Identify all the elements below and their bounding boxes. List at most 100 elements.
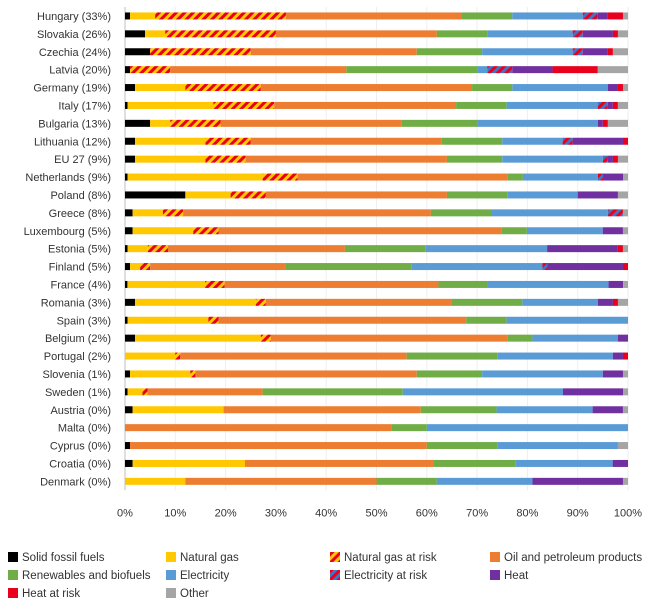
bar-segment [125,477,186,485]
bar-segment [622,137,628,145]
bar-segment [406,352,498,360]
category-label: Austria (0%) [50,405,111,417]
bar-segment [597,298,613,306]
bar-segment [502,155,603,163]
bar-segment [622,173,628,181]
bar-segment [147,388,263,396]
bar-segment [622,84,628,92]
bar-segment [607,101,613,109]
x-tick-label: 0% [117,507,133,519]
bar-segment [507,173,523,181]
bar-segment [617,191,628,199]
bar-segment [552,66,598,74]
bar-segment [132,406,224,414]
bar-segment [125,280,128,288]
bar-segment [127,101,214,109]
bar-segment [125,442,131,450]
bar-segment [127,388,143,396]
bar-segment [607,48,613,56]
category-label: Hungary (33%) [37,11,111,23]
bar-segment [147,245,168,253]
bar-segment [145,30,166,38]
bar-segment [125,352,176,360]
bar-segment [622,370,628,378]
bar-segment [190,370,196,378]
bar-segment [275,30,437,38]
bar-segment [135,84,186,92]
bar-segment [446,191,508,199]
bar-segment [497,352,613,360]
bar-segment [436,30,488,38]
bar-segment [482,370,603,378]
bar-segment [135,298,256,306]
bar-segment [487,30,573,38]
bar-segment [607,12,623,20]
bar-segment [274,101,457,109]
bar-segment [183,209,431,217]
x-tick-label: 100% [614,507,642,519]
legend-swatch [8,552,18,562]
bar-segment [608,280,624,288]
bar-segment [401,119,478,127]
bar-segment [297,173,508,181]
bar-segment [507,191,578,199]
bar-segment [125,406,133,414]
bar-segment [125,209,133,217]
legend-swatch [490,570,500,580]
bar-segment [130,442,427,450]
bar-segment [612,30,618,38]
category-label: Italy (17%) [58,100,111,112]
bar-segment [512,12,583,20]
bar-segment [522,173,598,181]
bar-segment [132,227,194,235]
legend-label: Other [180,588,209,600]
bar-segment [125,101,128,109]
bar-segment [441,137,503,145]
bar-segment [436,477,533,485]
bar-segment [612,459,628,467]
category-label: Poland (8%) [50,190,111,202]
bar-segment [346,66,478,74]
bar-segment [607,84,618,92]
bar-segment [125,298,136,306]
legend-label: Solid fossil fuels [22,552,105,564]
category-label: Slovenia (1%) [43,369,111,381]
category-label: EU 27 (9%) [54,154,111,166]
bar-segment [125,316,128,324]
bar-segment [582,48,608,56]
bar-segment [597,119,603,127]
bar-segment [376,477,437,485]
category-label: Croatia (0%) [49,458,111,470]
legend-label: Heat [504,570,529,582]
bar-segment [430,209,492,217]
x-tick-label: 30% [265,507,287,519]
bar-segment [515,459,613,467]
bar-segment [125,388,128,396]
bar-segment [612,298,618,306]
bar-segment [507,334,533,342]
bar-segment [140,263,151,271]
bar-segment [482,48,573,56]
bar-segment [526,227,603,235]
legend-label: Natural gas [180,552,239,564]
x-tick-label: 50% [365,507,387,519]
bar-segment [622,477,628,485]
category-label: Estonia (5%) [48,244,111,256]
bar-segment [597,173,603,181]
bar-segment [135,334,261,342]
bar-segment [150,119,171,127]
category-label: Luxembourg (5%) [24,226,111,238]
bar-segment [223,406,421,414]
bar-segment [612,101,618,109]
bar-segment [125,155,136,163]
bar-segment [125,459,133,467]
bar-segment [425,245,548,253]
bar-segment [562,388,623,396]
category-label: Spain (3%) [57,315,111,327]
legend-swatch [166,588,176,598]
bar-segment [612,48,628,56]
category-label: Netherlands (9%) [25,172,111,184]
legend-label: Natural gas at risk [344,552,437,564]
legend-label: Heat at risk [22,588,80,600]
